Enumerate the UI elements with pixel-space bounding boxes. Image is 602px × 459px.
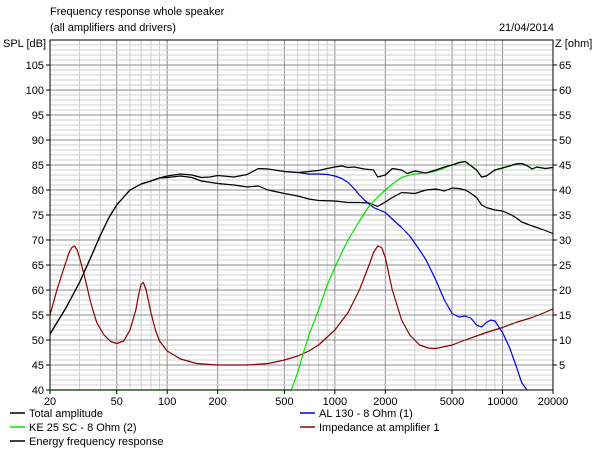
chart-date: 21/04/2014 xyxy=(499,22,554,34)
chart-title: Frequency response whole speaker xyxy=(50,6,225,18)
series-total-amplitude xyxy=(49,160,554,335)
x-tick-label: 500 xyxy=(275,396,293,408)
y-tick-label: 40 xyxy=(32,385,44,397)
y-tick-label: 100 xyxy=(26,85,44,97)
plot-grid xyxy=(50,40,553,390)
y-tick-label: 45 xyxy=(32,360,44,372)
series-al130 xyxy=(284,170,528,391)
y-tick-label: 65 xyxy=(32,260,44,272)
y-tick-label: 75 xyxy=(32,210,44,222)
y-tick-label: 70 xyxy=(32,235,44,247)
x-tick-label: 10000 xyxy=(487,396,518,408)
x-tick-label: 50 xyxy=(111,396,123,408)
y2-tick-label: 25 xyxy=(559,260,571,272)
y2-axis-label: Z [ohm] xyxy=(555,38,592,50)
legend-label: AL 130 - 8 Ohm (1) xyxy=(319,408,413,420)
y2-tick-label: 10 xyxy=(559,335,571,347)
x-tick-label: 20000 xyxy=(538,396,569,408)
legend-label: Energy frequency response xyxy=(29,436,164,448)
x-tick-label: 20 xyxy=(44,396,56,408)
y-tick-label: 50 xyxy=(32,335,44,347)
y2-tick-label: 5 xyxy=(559,360,565,372)
axis-ticks: 40 45 50 55 60 65 70 75 80 85 90 95 100 105 5 10 15 20 25 3… xyxy=(26,60,572,408)
y-tick-label: 90 xyxy=(32,135,44,147)
y-tick-label: 85 xyxy=(32,160,44,172)
x-tick-label: 100 xyxy=(158,396,176,408)
chart-subtitle: (all amplifiers and drivers) xyxy=(50,22,176,34)
legend-label: KE 25 SC - 8 Ohm (2) xyxy=(29,422,137,434)
y2-tick-label: 15 xyxy=(559,310,571,322)
y2-tick-label: 45 xyxy=(559,160,571,172)
y2-tick-label: 50 xyxy=(559,135,571,147)
chart-legend: Total amplitude AL 130 - 8 Ohm (1) KE 25 S… xyxy=(10,408,439,448)
y2-tick-label: 55 xyxy=(559,110,571,122)
plot-frame xyxy=(49,39,554,391)
y-tick-label: 80 xyxy=(32,185,44,197)
y2-tick-label: 35 xyxy=(559,210,571,222)
y-tick-label: 95 xyxy=(32,110,44,122)
y2-tick-label: 40 xyxy=(559,185,571,197)
y2-tick-label: 60 xyxy=(559,85,571,97)
y2-tick-label: 65 xyxy=(559,60,571,72)
y-tick-label: 60 xyxy=(32,285,44,297)
x-tick-label: 5000 xyxy=(440,396,464,408)
legend-label: Impedance at amplifier 1 xyxy=(319,422,439,434)
y-tick-label: 55 xyxy=(32,310,44,322)
y2-tick-label: 20 xyxy=(559,285,571,297)
plot-series xyxy=(49,160,554,391)
legend-label: Total amplitude xyxy=(29,408,103,420)
y-tick-label: 105 xyxy=(26,60,44,72)
x-tick-label: 2000 xyxy=(373,396,397,408)
y2-tick-label: 30 xyxy=(559,235,571,247)
x-tick-label: 200 xyxy=(208,396,226,408)
y-axis-label: SPL [dB] xyxy=(3,38,46,50)
series-impedance xyxy=(49,245,554,366)
x-tick-label: 1000 xyxy=(323,396,347,408)
